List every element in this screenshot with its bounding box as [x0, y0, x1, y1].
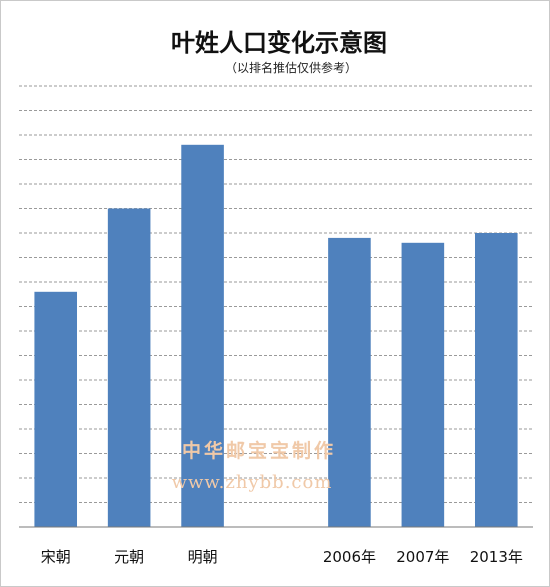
x-tick-label: 明朝 — [188, 548, 218, 566]
bar — [401, 242, 445, 528]
chart-title: 叶姓人口变化示意图 — [171, 28, 387, 57]
x-tick-label: 2013年 — [470, 548, 523, 566]
watermark-url: www.zhybb.com — [172, 472, 333, 493]
bar — [328, 237, 371, 527]
x-tick-label: 2006年 — [323, 548, 376, 566]
x-tick-label: 元朝 — [114, 548, 144, 566]
bar — [107, 208, 151, 527]
bar — [474, 233, 518, 527]
bar — [181, 144, 224, 528]
watermark-text: 中华邮宝宝制作 — [182, 439, 336, 462]
x-tick-labels: 宋朝 元朝 明朝 2006年 2007年 2013年 — [41, 548, 523, 566]
x-tick-label: 2007年 — [396, 548, 449, 566]
bar — [34, 291, 78, 527]
bars — [34, 144, 518, 528]
gridlines — [19, 85, 533, 503]
x-tick-label: 宋朝 — [41, 548, 71, 566]
chart-subtitle: （以排名推估仅供参考） — [225, 60, 357, 75]
